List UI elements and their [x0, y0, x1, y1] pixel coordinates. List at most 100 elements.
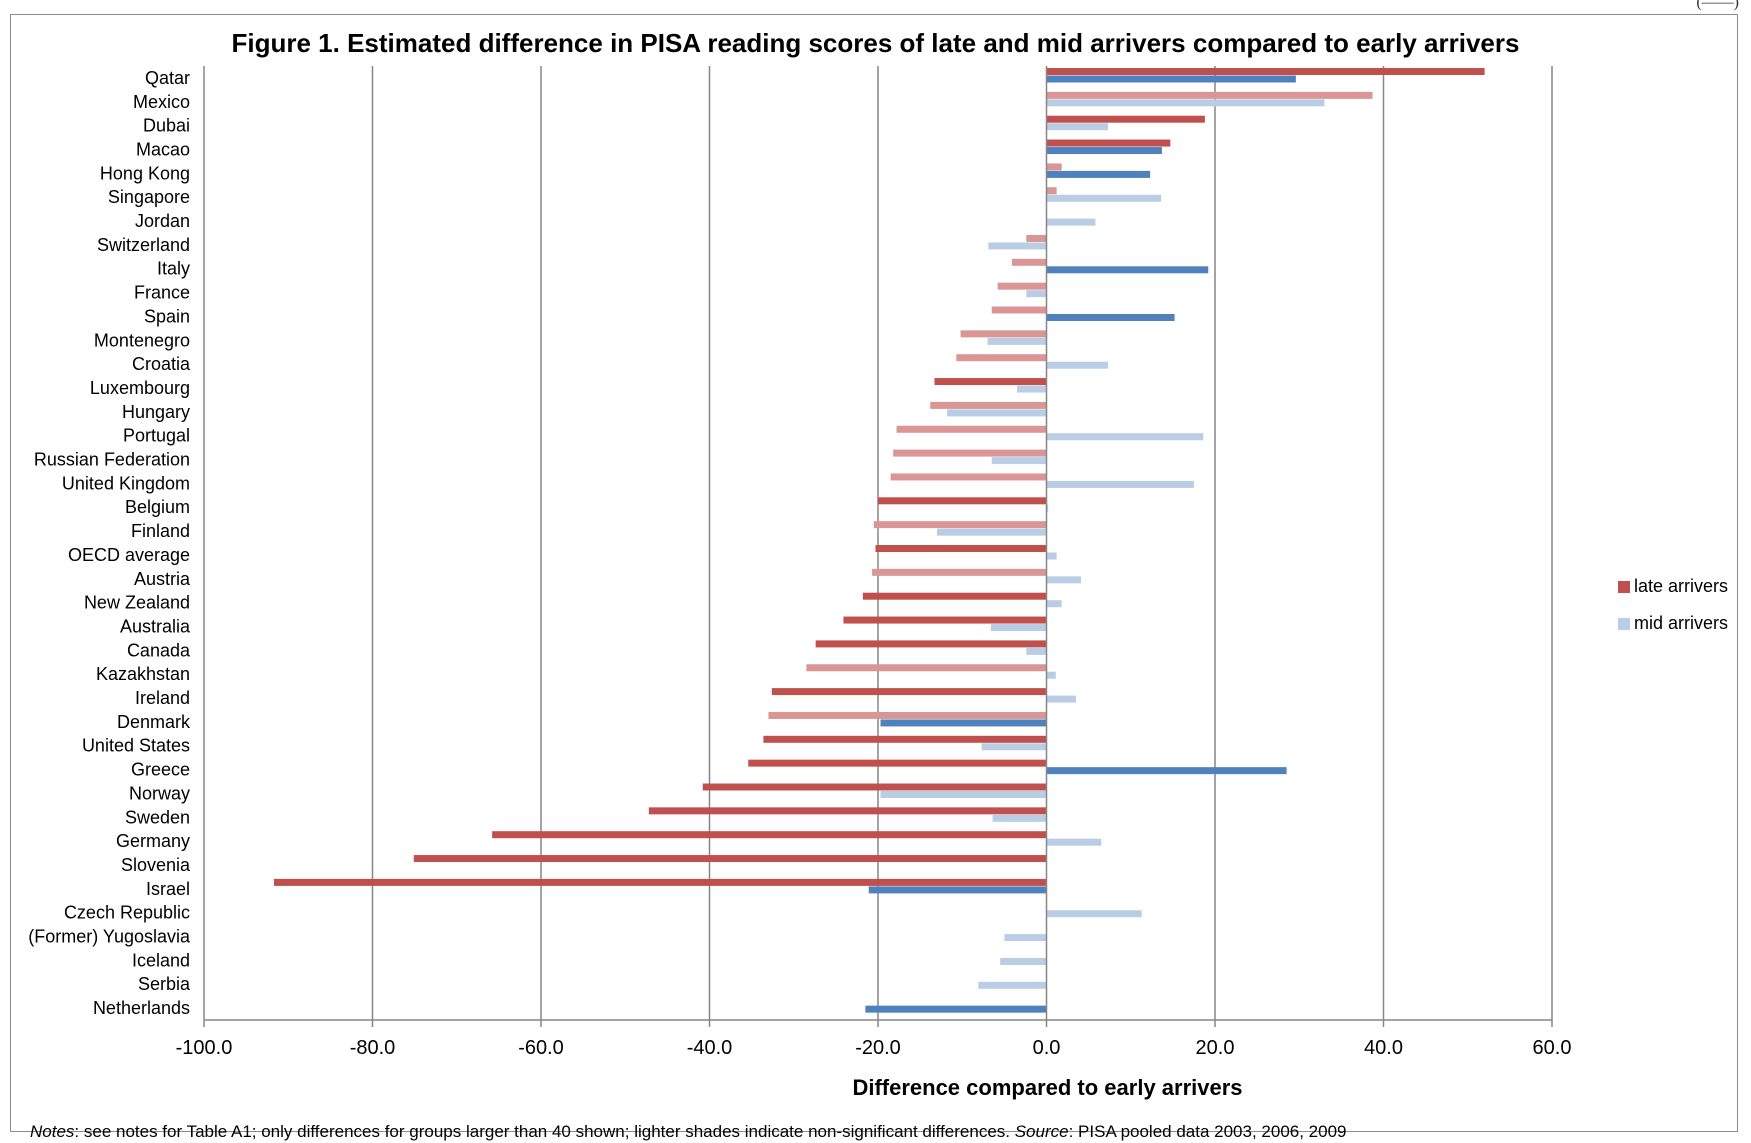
bar-mid-22 — [1046, 600, 1062, 608]
bar-late-27 — [768, 711, 1047, 719]
bar-late-5 — [1046, 187, 1057, 195]
bar-mid-13 — [1017, 385, 1047, 393]
bar-late-2 — [1046, 115, 1205, 123]
bar-mid-3 — [1046, 147, 1162, 155]
bar-mid-2 — [1046, 123, 1109, 131]
category-label: Canada — [127, 640, 191, 660]
x-tick-label: 0.0 — [1033, 1037, 1061, 1059]
bar-late-1 — [1046, 91, 1373, 99]
bar-mid-18 — [1046, 504, 1049, 512]
bars — [273, 68, 1485, 1013]
category-label: Slovenia — [121, 855, 191, 875]
notes: Notes: see notes for Table A1; only diff… — [30, 1122, 1347, 1142]
bar-mid-1 — [1046, 99, 1325, 107]
bar-late-12 — [956, 354, 1047, 362]
bar-mid-0 — [1046, 75, 1296, 83]
category-label: Mexico — [133, 92, 190, 112]
bar-late-22 — [862, 592, 1047, 600]
bar-mid-29 — [1046, 767, 1287, 775]
bar-mid-6 — [1046, 218, 1096, 226]
category-label: Germany — [116, 831, 190, 851]
category-label: Dubai — [143, 116, 190, 136]
bar-mid-9 — [1026, 290, 1047, 298]
notes-label: Notes — [30, 1122, 75, 1141]
x-tick-labels: -100.0 -80.0 -60.0 -40.0 -20.0 0.0 20.0 40.0 60.… — [176, 1037, 1572, 1059]
x-tick-label: -80.0 — [350, 1037, 396, 1059]
category-labels: Qatar Mexico Dubai Macao Hong Kong Singapore J… — [28, 68, 191, 1018]
bar-late-33 — [413, 855, 1047, 863]
bar-late-28 — [763, 735, 1047, 743]
category-label: Norway — [129, 783, 190, 803]
category-label: Finland — [131, 521, 190, 541]
category-label: Belgium — [125, 497, 190, 517]
x-tick-label: -100.0 — [176, 1037, 233, 1059]
category-label: Spain — [144, 306, 190, 326]
chart-title: Figure 1. Estimated difference in PISA r… — [231, 28, 1520, 58]
bar-mid-5 — [1046, 194, 1162, 202]
x-tick-label: -60.0 — [518, 1037, 564, 1059]
bar-late-24 — [815, 640, 1047, 648]
category-label: Russian Federation — [34, 450, 190, 470]
bar-late-4 — [1046, 163, 1062, 171]
bar-mid-4 — [1046, 170, 1151, 178]
category-label: Ireland — [135, 688, 190, 708]
bar-late-29 — [748, 759, 1047, 767]
category-label: Denmark — [117, 712, 191, 732]
bar-mid-35 — [1046, 910, 1142, 918]
bar-late-9 — [997, 282, 1047, 290]
bar-mid-7 — [988, 242, 1047, 250]
bar-late-14 — [930, 401, 1047, 409]
source-text: : PISA pooled data 2003, 2006, 2009 — [1068, 1122, 1347, 1141]
bar-mid-19 — [936, 528, 1047, 536]
category-label: Israel — [146, 879, 190, 899]
category-label: Iceland — [132, 950, 190, 970]
legend-item-late: late arrivers — [1618, 576, 1728, 597]
legend-label-mid: mid arrivers — [1634, 613, 1729, 633]
x-tick-label: -20.0 — [855, 1037, 901, 1059]
bar-late-3 — [1046, 139, 1171, 147]
bar-late-10 — [991, 306, 1047, 314]
source-label: Source — [1014, 1122, 1069, 1141]
x-axis-label: Difference compared to early arrivers — [852, 1075, 1243, 1100]
category-label: Qatar — [145, 68, 190, 88]
legend-swatch-mid — [1618, 617, 1630, 630]
bar-mid-10 — [1046, 314, 1175, 321]
category-label: (Former) Yugoslavia — [28, 927, 191, 947]
bar-mid-28 — [981, 743, 1047, 751]
bar-late-11 — [960, 330, 1047, 338]
bar-mid-8 — [1046, 266, 1209, 274]
bar-mid-11 — [987, 337, 1047, 345]
bar-late-0 — [1046, 68, 1485, 75]
bar-late-19 — [873, 521, 1047, 529]
bar-late-13 — [934, 378, 1047, 386]
category-label: France — [134, 283, 190, 303]
x-tick-label: 60.0 — [1533, 1037, 1572, 1059]
bar-mid-39 — [865, 1005, 1047, 1013]
bar-late-20 — [875, 545, 1047, 552]
bar-mid-17 — [1046, 480, 1194, 488]
bar-mid-15 — [1046, 433, 1204, 441]
bar-mid-32 — [1046, 838, 1102, 846]
bar-late-26 — [771, 688, 1047, 696]
legend-label-late: late arrivers — [1634, 576, 1729, 596]
bar-late-21 — [872, 568, 1047, 576]
category-label: Kazakhstan — [96, 664, 190, 684]
legend-item-mid: mid arrivers — [1618, 613, 1728, 634]
bar-mid-23 — [990, 624, 1047, 632]
category-label: Switzerland — [97, 235, 190, 255]
bar-mid-34 — [868, 886, 1047, 894]
category-label: New Zealand — [84, 593, 190, 613]
category-label: Hong Kong — [100, 163, 190, 183]
bar-mid-38 — [978, 981, 1047, 989]
category-label: Hungary — [122, 402, 190, 422]
category-label: United States — [82, 736, 190, 756]
category-label: Jordan — [135, 211, 190, 231]
bar-late-18 — [878, 497, 1047, 505]
bar-late-31 — [648, 807, 1047, 815]
bar-late-8 — [1011, 258, 1047, 266]
legend: late arrivers mid arrivers — [1618, 576, 1728, 650]
bar-late-32 — [492, 831, 1047, 839]
bar-late-17 — [890, 473, 1047, 481]
axes — [203, 66, 1553, 1027]
category-label: Croatia — [132, 354, 191, 374]
